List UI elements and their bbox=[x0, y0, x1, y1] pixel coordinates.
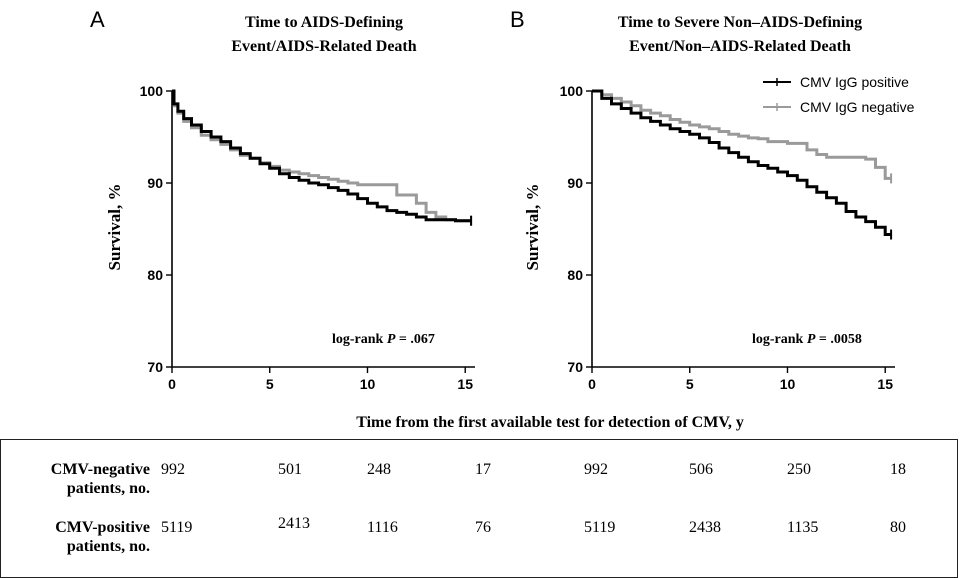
legend-item-negative: CMV IgG negative bbox=[763, 99, 915, 115]
panel-b-logrank-value: = .0058 bbox=[815, 332, 861, 347]
panel-a-logrank-annotation: log-rank P = .067 bbox=[332, 332, 435, 347]
y-tick-label: 90 bbox=[567, 175, 583, 191]
panel-b-title-line2: Event/Non–AIDS-Related Death bbox=[629, 38, 851, 55]
risk-cell: 17 bbox=[475, 461, 491, 478]
x-tick-label: 10 bbox=[780, 376, 796, 392]
panel-a-logrank-value: = .067 bbox=[395, 332, 434, 347]
survival-curve-negative bbox=[172, 89, 472, 223]
y-tick-label: 80 bbox=[567, 267, 583, 283]
y-tick-label: 100 bbox=[140, 83, 164, 99]
panel-a-y-axis-label: Survival, % bbox=[105, 184, 124, 271]
y-tick-label: 70 bbox=[567, 359, 583, 375]
x-tick-label: 0 bbox=[168, 376, 176, 392]
panel-a-title-line2: Event/AIDS-Related Death bbox=[231, 38, 416, 55]
shared-x-axis-label: Time from the first available test for d… bbox=[356, 414, 744, 431]
risk-cell: 5119 bbox=[584, 519, 616, 536]
risk-cell: 5119 bbox=[161, 519, 193, 536]
x-tick-label: 5 bbox=[266, 376, 274, 392]
risk-cell: 992 bbox=[161, 461, 185, 478]
y-tick-label: 90 bbox=[147, 175, 163, 191]
panel-b-logrank-prefix: log-rank bbox=[752, 332, 807, 347]
panel-a-curves bbox=[172, 89, 473, 226]
y-tick-label: 80 bbox=[147, 267, 163, 283]
risk-cell: 2413 bbox=[278, 515, 310, 532]
legend-item-positive: CMV IgG positive bbox=[763, 74, 909, 90]
legend-label-negative: CMV IgG negative bbox=[800, 99, 915, 115]
panel-b-y-axis-label: Survival, % bbox=[523, 184, 542, 271]
risk-row-label-line1: CMV-positive bbox=[55, 519, 150, 536]
risk-cell: 2438 bbox=[689, 519, 721, 536]
risk-row-label-line2: patients, no. bbox=[66, 538, 150, 555]
risk-cell: 1135 bbox=[787, 519, 819, 536]
risk-cell: 250 bbox=[787, 461, 811, 478]
legend: CMV IgG positive CMV IgG negative bbox=[763, 74, 915, 115]
panel-a-title-line1: Time to AIDS-Defining bbox=[245, 14, 403, 31]
x-tick-label: 10 bbox=[360, 376, 376, 392]
risk-cell: 80 bbox=[890, 519, 906, 536]
x-tick-label: 15 bbox=[457, 376, 473, 392]
risk-row-label-line2: patients, no. bbox=[66, 480, 150, 497]
risk-cell: 248 bbox=[367, 461, 391, 478]
number-at-risk-table: CMV-negative patients, no. 992 501 248 1… bbox=[0, 439, 958, 578]
x-tick-label: 5 bbox=[686, 376, 694, 392]
risk-cell: 18 bbox=[890, 461, 906, 478]
y-tick-label: 100 bbox=[560, 83, 584, 99]
risk-row-label-line1: CMV-negative bbox=[50, 461, 150, 478]
panel-a: A Time to AIDS-Defining Event/AIDS-Relat… bbox=[90, 7, 475, 392]
panel-b-axes: 70 80 90 100 0 5 10 15 bbox=[560, 83, 895, 392]
risk-cell: 1116 bbox=[367, 519, 398, 536]
panel-b: B Time to Severe Non–AIDS-Defining Event… bbox=[510, 7, 915, 392]
figure-canvas: A Time to AIDS-Defining Event/AIDS-Relat… bbox=[90, 7, 915, 431]
panel-a-axes: 70 80 90 100 0 5 10 15 bbox=[140, 83, 475, 392]
panel-b-title-line1: Time to Severe Non–AIDS-Defining bbox=[618, 14, 862, 31]
panel-a-logrank-prefix: log-rank bbox=[332, 332, 387, 347]
risk-cell: 76 bbox=[475, 519, 491, 536]
risk-cell: 992 bbox=[584, 461, 608, 478]
panel-b-curves bbox=[592, 89, 893, 240]
risk-cell: 506 bbox=[689, 461, 713, 478]
risk-cell: 501 bbox=[278, 461, 302, 478]
x-tick-label: 0 bbox=[588, 376, 596, 392]
panel-b-logrank-annotation: log-rank P = .0058 bbox=[752, 332, 862, 347]
legend-label-positive: CMV IgG positive bbox=[800, 74, 909, 90]
survival-curve-negative bbox=[592, 89, 892, 180]
survival-curve-positive bbox=[172, 89, 472, 223]
y-tick-label: 70 bbox=[147, 359, 163, 375]
risk-row-cmv-negative: CMV-negative patients, no. 992 501 248 1… bbox=[1, 460, 957, 520]
survival-curve-positive bbox=[592, 89, 892, 236]
panel-a-logrank-p: P bbox=[387, 332, 396, 347]
x-tick-label: 15 bbox=[877, 376, 893, 392]
risk-row-label: CMV-negative patients, no. bbox=[15, 460, 150, 498]
risk-row-cmv-positive: CMV-positive patients, no. 5119 2413 111… bbox=[1, 515, 957, 578]
panel-b-letter: B bbox=[510, 7, 525, 32]
panel-b-logrank-p: P bbox=[807, 332, 816, 347]
panel-a-letter: A bbox=[90, 7, 105, 32]
risk-row-label: CMV-positive patients, no. bbox=[15, 518, 150, 556]
